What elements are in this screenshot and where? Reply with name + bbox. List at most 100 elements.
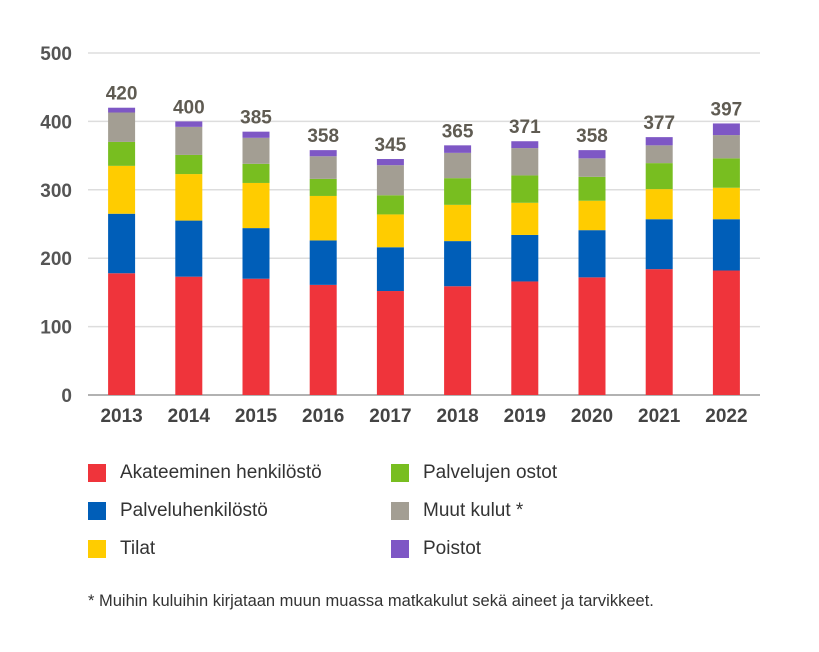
bar-segment — [376, 165, 404, 196]
bar-segment — [444, 241, 472, 287]
bar-segment — [712, 135, 740, 159]
legend-swatch — [391, 464, 409, 482]
x-tick-label: 2019 — [504, 406, 546, 427]
y-tick-label: 400 — [40, 112, 72, 133]
bar-segment — [108, 213, 136, 274]
bar-segment — [175, 174, 203, 221]
bar-segment — [108, 165, 136, 214]
bar-segment — [242, 163, 270, 183]
bar-segment — [578, 277, 606, 395]
total-label: 365 — [442, 121, 474, 142]
bar-segment — [309, 195, 337, 241]
bar-segment — [645, 145, 673, 164]
legend-item-palveluhenkilosto: Palveluhenkilöstö — [88, 500, 268, 522]
bar-segment — [645, 219, 673, 270]
bar-segment — [444, 286, 472, 395]
legend-swatch — [88, 540, 106, 558]
bar-segment — [511, 175, 539, 203]
bar-segment — [376, 247, 404, 292]
x-tick-label: 2021 — [638, 406, 681, 427]
bar-segment — [712, 219, 740, 271]
legend-label: Poistot — [423, 538, 482, 559]
bar-segment — [309, 156, 337, 179]
bar-segment — [108, 141, 136, 166]
legend-item-poistot: Poistot — [391, 538, 481, 560]
total-label: 385 — [240, 108, 272, 129]
bar-segment — [108, 107, 136, 113]
bar-segment — [444, 152, 472, 179]
bar-segment — [242, 228, 270, 279]
bar-segment — [242, 182, 270, 229]
x-tick-label: 2017 — [369, 406, 411, 427]
bar-segment — [645, 189, 673, 220]
bar-segment — [444, 145, 472, 153]
bar-segment — [578, 150, 606, 159]
bar-segment — [175, 154, 203, 175]
y-tick-label: 100 — [40, 318, 72, 339]
bar-segment — [309, 284, 337, 395]
bar-segment — [578, 200, 606, 231]
bar-segment — [578, 176, 606, 201]
legend-swatch — [88, 502, 106, 520]
x-tick-label: 2016 — [302, 406, 344, 427]
bar-segment — [309, 178, 337, 196]
total-label: 371 — [509, 117, 541, 138]
total-label: 358 — [576, 126, 608, 147]
total-label: 397 — [711, 99, 743, 120]
legend-label: Akateeminen henkilöstö — [120, 462, 322, 483]
bar-segment — [645, 163, 673, 190]
legend-item-tilat: Tilat — [88, 538, 155, 560]
bar-segment — [108, 273, 136, 395]
legend-swatch — [88, 464, 106, 482]
bar-segment — [712, 270, 740, 395]
stacked-bar-chart: 0 100 200 300 400 500 420 2013 400 2014 385 2015 358… — [40, 44, 760, 427]
legend-swatch — [391, 502, 409, 520]
bar-segment — [108, 112, 136, 142]
bar-segment — [444, 204, 472, 242]
bar-segment — [175, 126, 203, 155]
bar-segment — [242, 131, 270, 138]
y-tick-label: 200 — [40, 249, 72, 270]
bar-segment — [511, 141, 539, 149]
footnote: * Muihin kuluihin kirjataan muun muassa … — [88, 592, 654, 610]
bar-segment — [376, 159, 404, 166]
legend-label: Palveluhenkilöstö — [120, 500, 268, 521]
x-tick-label: 2022 — [705, 406, 747, 427]
legend-label: Palvelujen ostot — [423, 462, 558, 483]
bar-segment — [376, 195, 404, 215]
bar-segment — [175, 276, 203, 395]
y-tick-label: 300 — [40, 181, 72, 202]
bar-segment — [712, 123, 740, 136]
bar-segment — [175, 220, 203, 277]
x-tick-label: 2014 — [168, 406, 211, 427]
bar-segment — [578, 158, 606, 177]
total-label: 377 — [643, 113, 675, 134]
bar-segment — [242, 137, 270, 164]
bar-segment — [444, 178, 472, 205]
bar-segment — [712, 158, 740, 188]
legend-label: Tilat — [120, 538, 156, 559]
bar-segment — [175, 121, 203, 127]
bar-segment — [645, 269, 673, 395]
x-tick-label: 2018 — [436, 406, 478, 427]
total-label: 345 — [375, 135, 407, 156]
legend-item-akateeminen: Akateeminen henkilöstö — [88, 462, 322, 484]
legend-label: Muut kulut * — [423, 500, 524, 521]
bar-segment — [511, 202, 539, 235]
bar-segment — [242, 278, 270, 395]
bar-segment — [376, 291, 404, 395]
x-tick-label: 2013 — [100, 406, 142, 427]
bar-segment — [511, 234, 539, 282]
total-label: 420 — [106, 84, 138, 105]
bar-segment — [645, 137, 673, 146]
bar-segment — [376, 214, 404, 248]
legend-item-palvelujen-ostot: Palvelujen ostot — [391, 462, 557, 484]
total-label: 400 — [173, 97, 205, 118]
legend-item-muut-kulut: Muut kulut * — [391, 500, 523, 522]
bar-segment — [511, 281, 539, 395]
x-tick-label: 2015 — [235, 406, 278, 427]
x-tick-label: 2020 — [571, 406, 613, 427]
bar-segment — [511, 148, 539, 176]
bar-segment — [578, 230, 606, 278]
bar-segment — [309, 150, 337, 157]
